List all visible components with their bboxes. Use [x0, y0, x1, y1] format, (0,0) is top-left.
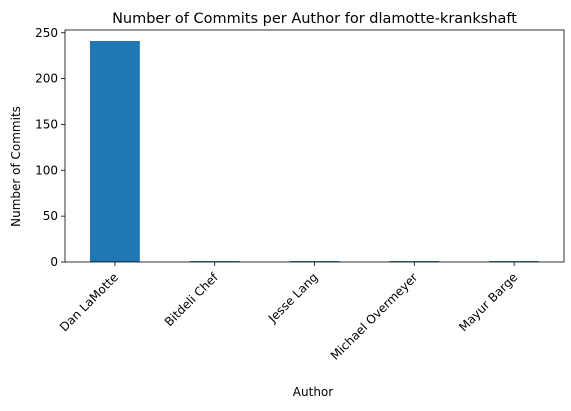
bar-dan-lamotte	[89, 41, 140, 262]
y-tick-label: 250	[35, 26, 58, 40]
bar-bitdeli-chef	[189, 261, 240, 262]
x-tick-label: Mayur Barge	[456, 270, 520, 334]
y-tick-label: 50	[43, 209, 58, 223]
y-tick-label: 100	[35, 163, 58, 177]
chart-title: Number of Commits per Author for dlamott…	[112, 11, 517, 27]
y-tick-label: 200	[35, 72, 58, 86]
x-tick-label: Dan LaMotte	[57, 270, 121, 334]
x-tick-label: Michael Overmeyer	[328, 270, 421, 363]
y-tick-label: 150	[35, 117, 58, 131]
x-tick-label: Bitdeli Chef	[162, 270, 221, 329]
bar-jesse-lang	[289, 261, 340, 262]
x-axis-label: Author	[293, 385, 333, 399]
y-axis-label: Number of Commits	[9, 106, 23, 227]
bar-michael-overmeyer	[389, 261, 440, 262]
bars-layer	[89, 41, 540, 262]
bar-mayur-barge	[489, 261, 540, 262]
x-tick-label: Jesse Lang	[265, 270, 321, 326]
y-tick-label: 0	[50, 255, 58, 269]
